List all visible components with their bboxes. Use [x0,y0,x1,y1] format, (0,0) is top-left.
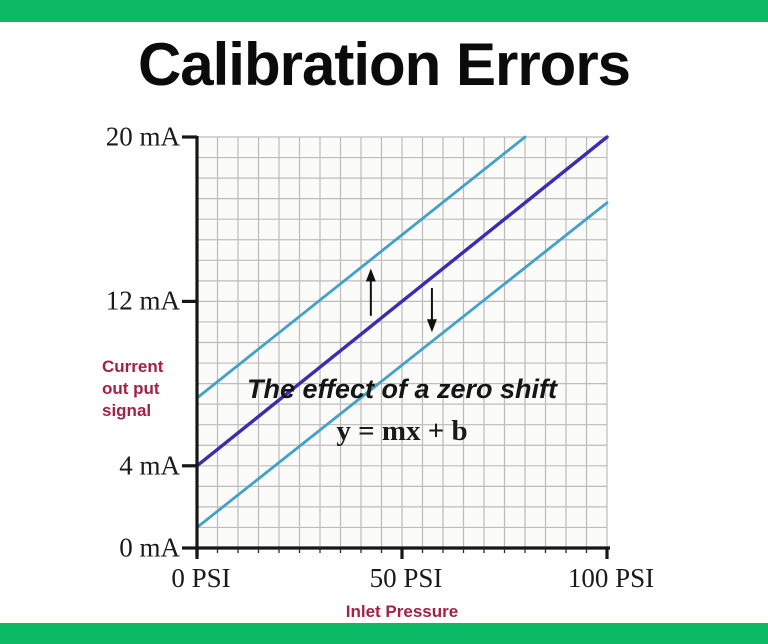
page-title: Calibration Errors [137,31,631,98]
ideal-calibration-line [195,135,609,468]
zero-shift-down-line [195,201,609,529]
shift-arrow-head-down [426,319,437,333]
top-green-bar [0,0,768,22]
bottom-green-bar [0,623,768,644]
shift-arrow-head-up [365,268,376,282]
zero-shift-up-line [195,135,527,400]
